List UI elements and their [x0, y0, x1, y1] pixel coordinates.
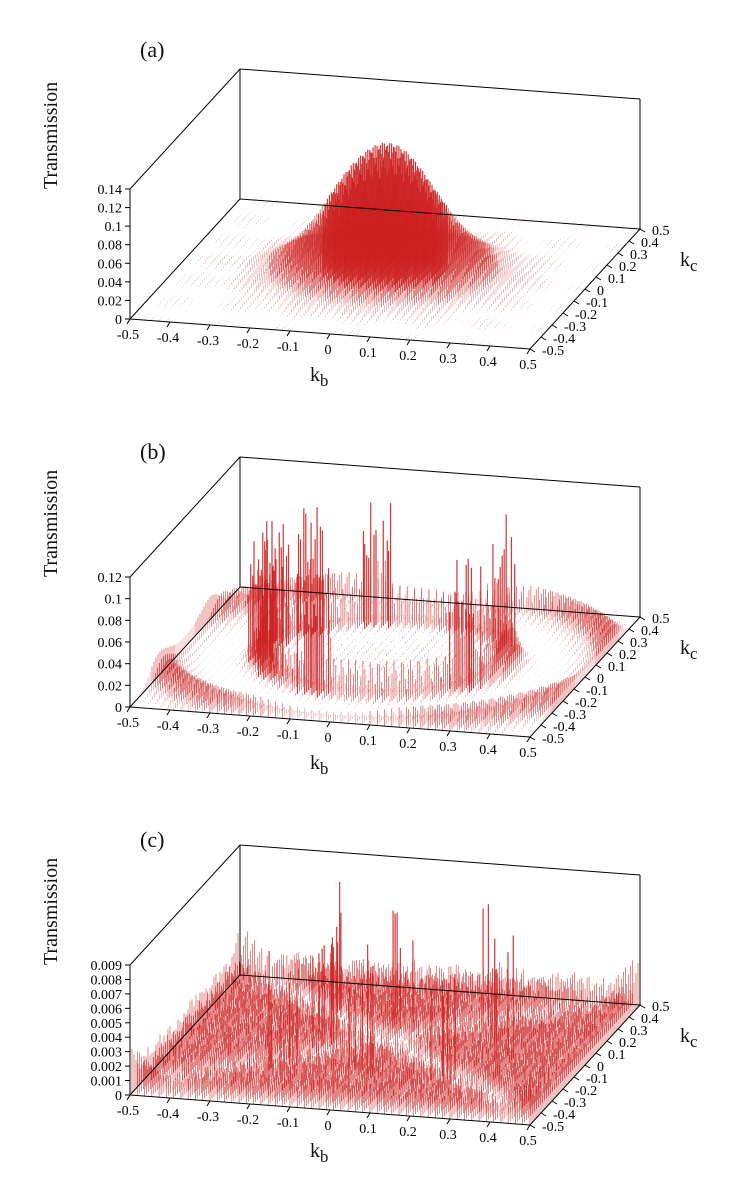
z-axis-label: Transmission: [40, 82, 63, 189]
z-tick-label: 0.006: [91, 1002, 123, 1017]
x-tick-label: -0.4: [157, 719, 179, 734]
x-tick-label: 0.1: [359, 1122, 377, 1137]
figure-container: -0.5 -0.4 -0.3 -0.2 -0.1 0 0.1 0.2 0.3 0.4 0.5 -0.5…: [0, 0, 750, 1184]
z-tick-label: 0: [115, 313, 122, 328]
x-tick-label: 0.4: [479, 1131, 497, 1146]
y-tick-label: 0: [597, 1060, 604, 1075]
plot-3d: -0.5-0.4-0.3-0.2-0.100.10.20.30.40.5-0.5…: [20, 795, 720, 1165]
z-tick-label: 0.1: [105, 593, 123, 608]
panel-a: -0.5-0.4-0.3-0.2-0.100.10.20.30.40.5-0.5…: [20, 19, 720, 389]
z-axis-label: Transmission: [40, 470, 63, 577]
plot-3d: -0.5-0.4-0.3-0.2-0.100.10.20.30.40.5-0.5…: [20, 19, 720, 389]
z-tick-label: 0.1: [105, 220, 123, 235]
x-tick-label: 0.2: [399, 1125, 417, 1140]
y-tick-label: 0.5: [652, 224, 670, 239]
panel-label: (b): [140, 439, 166, 465]
x-tick-label: 0: [325, 1119, 332, 1134]
z-tick-label: 0.007: [91, 988, 123, 1003]
x-tick-label: 0.3: [439, 740, 457, 755]
plot-3d: -0.5-0.4-0.3-0.2-0.100.10.20.30.40.5-0.5…: [20, 407, 720, 777]
z-tick-label: 0.02: [98, 679, 123, 694]
panel-label: (c): [140, 827, 164, 853]
x-tick-label: 0: [325, 731, 332, 746]
z-tick-label: 0.005: [91, 1017, 123, 1032]
x-tick-label: -0.5: [117, 328, 139, 343]
surface-data: [130, 143, 640, 349]
z-tick-label: 0.003: [91, 1046, 123, 1061]
x-axis-label: kb: [310, 364, 328, 391]
x-tick-label: -0.1: [277, 728, 299, 743]
y-tick-label: 0: [597, 672, 604, 687]
z-tick-label: 0.14: [98, 183, 123, 198]
z-axis-label: Transmission: [40, 858, 63, 965]
z-tick-label: 0.12: [98, 202, 123, 217]
z-tick-label: 0.009: [91, 959, 123, 974]
x-tick-label: 0: [325, 343, 332, 358]
x-tick-label: 0.3: [439, 1128, 457, 1143]
z-tick-label: 0.06: [98, 257, 123, 272]
x-tick-label: -0.1: [277, 1116, 299, 1131]
x-tick-label: 0.1: [359, 346, 377, 361]
z-tick-label: 0.12: [98, 571, 123, 586]
x-tick-label: -0.2: [237, 1113, 259, 1128]
x-tick-label: -0.2: [237, 337, 259, 352]
x-tick-label: 0.3: [439, 352, 457, 367]
panel-c: -0.5-0.4-0.3-0.2-0.100.10.20.30.40.5-0.5…: [20, 795, 720, 1165]
z-tick-label: 0: [115, 1089, 122, 1104]
x-tick-label: -0.5: [117, 716, 139, 731]
x-tick-label: 0.4: [479, 743, 497, 758]
panel-b: -0.5-0.4-0.3-0.2-0.100.10.20.30.40.5-0.5…: [20, 407, 720, 777]
panel-label: (a): [140, 37, 164, 63]
x-tick-label: 0.5: [519, 1134, 537, 1149]
x-tick-label: 0.5: [519, 358, 537, 373]
y-tick-label: 0.5: [652, 1000, 670, 1015]
z-tick-label: 0.001: [91, 1075, 123, 1090]
x-tick-label: -0.3: [197, 334, 219, 349]
z-tick-label: 0.06: [98, 636, 123, 651]
x-tick-label: -0.4: [157, 1107, 179, 1122]
z-tick-label: 0.008: [91, 973, 123, 988]
x-tick-label: 0.1: [359, 734, 377, 749]
z-tick-label: 0.02: [98, 294, 123, 309]
y-axis-label: kc: [680, 637, 697, 664]
z-tick-label: 0.004: [91, 1031, 123, 1046]
x-tick-label: -0.2: [237, 725, 259, 740]
x-tick-label: -0.4: [157, 331, 179, 346]
y-tick-label: 0.5: [652, 612, 670, 627]
x-tick-label: -0.3: [197, 1110, 219, 1125]
z-tick-label: 0.08: [98, 239, 123, 254]
x-tick-label: -0.3: [197, 722, 219, 737]
x-tick-label: -0.5: [117, 1104, 139, 1119]
y-axis-label: kc: [680, 249, 697, 276]
y-tick-label: 0: [597, 284, 604, 299]
y-axis-label: kc: [680, 1025, 697, 1052]
x-tick-label: 0.2: [399, 349, 417, 364]
x-tick-label: -0.1: [277, 340, 299, 355]
z-tick-label: 0: [115, 701, 122, 716]
x-tick-label: 0.4: [479, 355, 497, 370]
x-axis-label: kb: [310, 1140, 328, 1167]
z-tick-label: 0.08: [98, 614, 123, 629]
x-tick-label: 0.2: [399, 737, 417, 752]
x-axis-label: kb: [310, 752, 328, 779]
z-tick-label: 0.04: [98, 276, 123, 291]
z-tick-label: 0.002: [91, 1060, 123, 1075]
z-tick-label: 0.04: [98, 658, 123, 673]
x-tick-label: 0.5: [519, 746, 537, 761]
